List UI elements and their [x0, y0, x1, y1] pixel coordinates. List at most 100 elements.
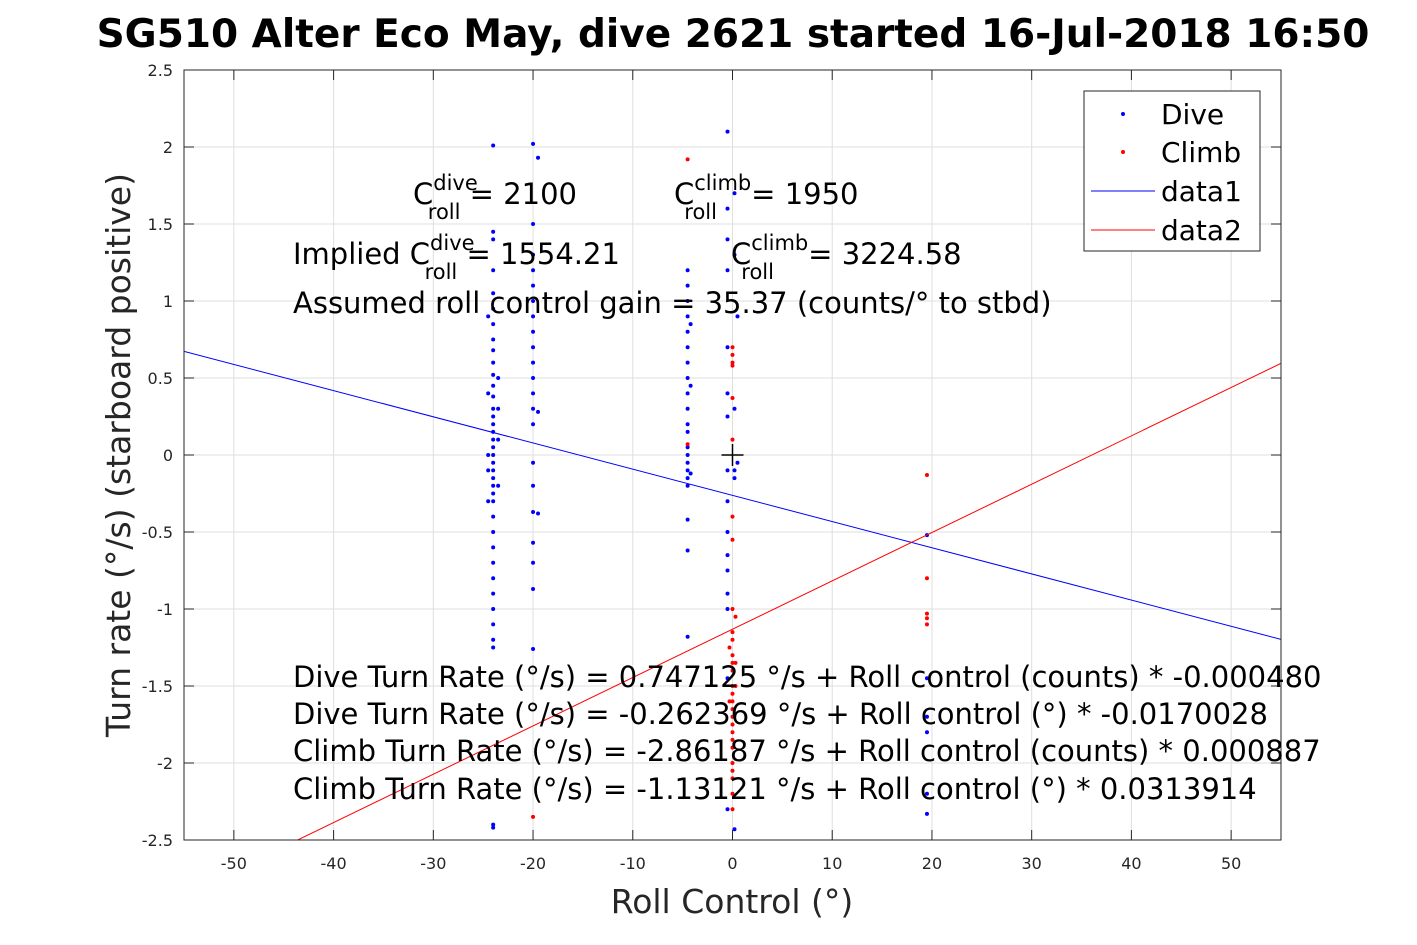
x-tick-label: 40	[1121, 854, 1141, 873]
point-dive	[685, 483, 690, 488]
point-dive	[685, 460, 690, 465]
point-climb	[730, 660, 735, 665]
point-climb	[924, 611, 929, 616]
point-dive	[491, 143, 496, 148]
point-dive	[491, 468, 496, 473]
point-dive	[924, 811, 929, 816]
y-tick-label: 1.5	[148, 215, 173, 234]
x-tick-label: -50	[221, 854, 247, 873]
point-dive	[725, 414, 730, 419]
chart-title: SG510 Alter Eco May, dive 2621 started 1…	[97, 12, 1370, 57]
point-dive	[725, 237, 730, 242]
point-dive	[491, 360, 496, 365]
legend-label-climb: Climb	[1161, 136, 1241, 169]
point-dive	[725, 499, 730, 504]
point-dive	[685, 360, 690, 365]
point-dive	[531, 345, 536, 350]
annotation-c-roll-climb: Cclimb roll = 1950	[674, 171, 859, 224]
point-dive	[685, 517, 690, 522]
point-dive	[491, 499, 496, 504]
point-dive	[491, 337, 496, 342]
point-dive	[491, 476, 496, 481]
point-dive	[491, 348, 496, 353]
point-dive	[725, 591, 730, 596]
point-climb	[730, 653, 735, 658]
annotation-implied-climb: Cclimb roll = 3224.58	[731, 231, 962, 284]
point-dive	[725, 345, 730, 350]
point-dive	[725, 676, 730, 681]
point-dive	[491, 422, 496, 427]
point-dive	[685, 468, 690, 473]
series-line-data1	[184, 350, 1281, 640]
point-dive	[491, 372, 496, 377]
point-climb	[730, 691, 735, 696]
point-dive	[531, 222, 536, 226]
point-dive	[531, 141, 536, 146]
point-dive	[725, 607, 730, 611]
legend-box	[1083, 90, 1261, 252]
legend-label-data2: data2	[1161, 214, 1242, 247]
point-dive	[491, 291, 496, 296]
point-dive	[486, 499, 491, 504]
point-dive	[491, 576, 496, 581]
point-dive	[725, 468, 730, 473]
point-climb	[730, 630, 735, 635]
point-climb	[730, 352, 735, 357]
point-climb	[730, 514, 735, 519]
point-climb	[733, 684, 738, 688]
point-dive	[924, 730, 929, 735]
point-climb	[730, 345, 735, 350]
point-climb	[730, 437, 735, 442]
point-climb	[685, 442, 690, 447]
point-dive	[531, 329, 536, 334]
point-dive	[685, 476, 690, 481]
annotation-roll-gain: Assumed roll control gain = 35.37 (count…	[293, 286, 1052, 320]
y-tick-label: 0	[163, 446, 173, 465]
point-dive	[491, 545, 496, 550]
point-climb	[730, 637, 735, 642]
point-dive	[531, 647, 536, 652]
point-dive	[924, 676, 929, 681]
point-dive	[725, 530, 730, 534]
point-dive	[491, 414, 496, 419]
point-dive	[491, 645, 496, 650]
point-dive	[531, 560, 536, 565]
point-dive	[531, 268, 536, 273]
annotation-c-roll-dive: Cdive roll = 2100	[413, 171, 577, 224]
point-dive	[924, 714, 929, 719]
point-dive	[685, 391, 690, 396]
point-dive	[491, 383, 496, 388]
point-dive	[486, 468, 491, 473]
point-dive	[924, 791, 929, 796]
x-tick-label: 50	[1221, 854, 1241, 873]
point-climb	[730, 714, 735, 719]
legend-label-data1: data1	[1161, 175, 1242, 208]
point-climb	[733, 660, 738, 665]
x-tick-label: 0	[727, 854, 737, 873]
y-tick-label: 1	[163, 292, 173, 311]
marker-layer	[721, 444, 744, 466]
point-dive	[531, 299, 536, 303]
point-dive	[725, 268, 730, 273]
point-climb	[730, 668, 735, 673]
x-tick-label: 10	[822, 854, 842, 873]
point-dive	[531, 509, 536, 514]
point-dive	[486, 391, 491, 396]
point-climb	[727, 699, 732, 704]
point-dive	[685, 634, 690, 639]
point-dive	[531, 483, 536, 488]
point-dive	[491, 622, 496, 627]
point-dive	[725, 206, 730, 211]
point-dive	[491, 394, 496, 399]
point-dive	[725, 568, 730, 573]
point-dive	[725, 391, 730, 396]
y-tick-label: -2	[157, 754, 173, 773]
point-climb	[730, 396, 735, 401]
point-dive	[531, 360, 536, 365]
x-axis-label: Roll Control (°)	[611, 882, 854, 921]
point-dive	[732, 468, 737, 473]
point-climb	[727, 645, 732, 650]
point-dive	[536, 409, 541, 414]
y-tick-label: -0.5	[142, 523, 173, 542]
point-dive	[732, 252, 737, 257]
